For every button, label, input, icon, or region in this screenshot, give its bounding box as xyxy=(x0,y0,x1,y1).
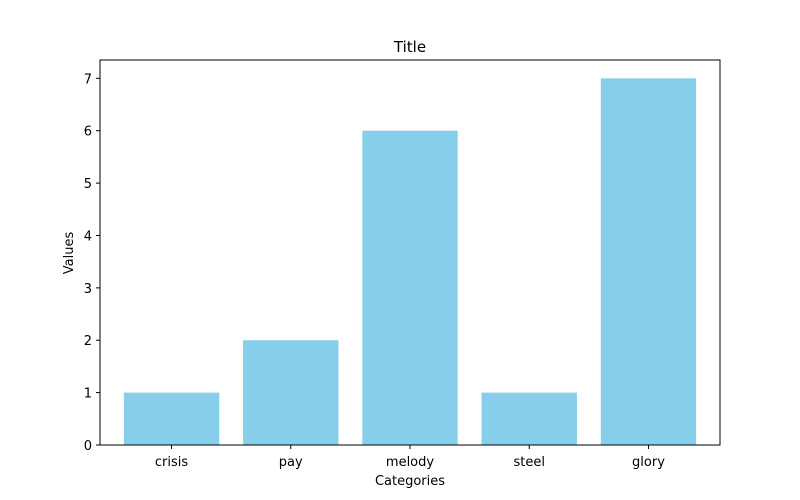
x-tick-label: crisis xyxy=(155,455,188,470)
y-tick-label: 4 xyxy=(84,229,92,244)
x-tick-label: glory xyxy=(632,455,665,470)
bars-group xyxy=(123,78,697,445)
y-tick-label: 7 xyxy=(84,72,92,87)
y-tick-label: 5 xyxy=(84,177,92,192)
bar-pay xyxy=(243,340,339,445)
bar-glory xyxy=(600,78,697,445)
x-axis-ticks: crisis pay melody steel glory xyxy=(155,445,665,470)
bar-steel xyxy=(481,392,577,445)
x-tick-label: pay xyxy=(279,455,303,470)
bar-crisis xyxy=(123,392,220,445)
y-tick-label: 6 xyxy=(84,125,92,140)
y-axis-ticks: 0 1 2 3 4 5 6 7 xyxy=(84,72,100,454)
x-tick-label: melody xyxy=(386,455,434,470)
y-tick-label: 1 xyxy=(84,387,92,402)
bar-melody xyxy=(362,130,458,445)
y-tick-label: 0 xyxy=(84,439,92,454)
y-tick-label: 2 xyxy=(84,334,92,349)
chart-title: Title xyxy=(393,38,426,56)
x-tick-label: steel xyxy=(513,455,544,470)
y-tick-label: 3 xyxy=(84,282,92,297)
plot-frame xyxy=(99,59,721,446)
y-axis-label: Values xyxy=(62,232,77,275)
x-axis-label: Categories xyxy=(375,474,445,489)
